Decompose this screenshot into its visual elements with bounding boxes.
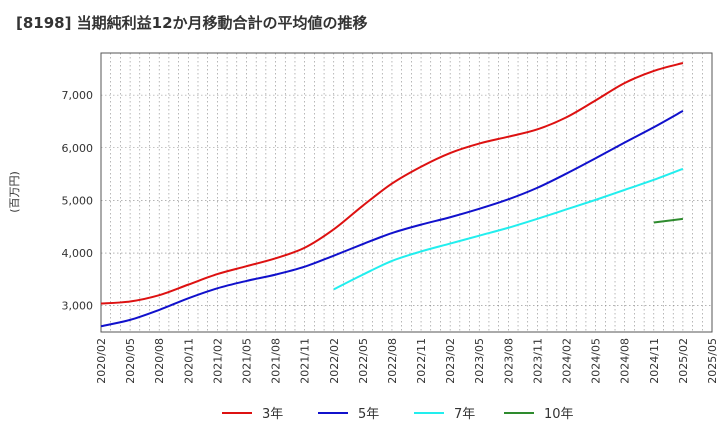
x-tick-label: 2023/05 — [473, 338, 486, 384]
x-tick-label: 2022/05 — [357, 338, 370, 384]
y-tick-label: 3,000 — [62, 300, 94, 313]
x-tick-label: 2022/11 — [415, 338, 428, 384]
chart-title: [8198] 当期純利益12か月移動合計の平均値の推移 — [16, 14, 368, 32]
y-tick-label: 4,000 — [62, 247, 94, 260]
legend-label: 3年 — [262, 407, 283, 422]
y-axis-ticks: 3,000 4,000 5,000 6,000 7,000 — [62, 89, 94, 313]
x-tick-label: 2020/11 — [182, 338, 195, 384]
legend-label: 10年 — [544, 407, 574, 422]
x-tick-label: 2024/08 — [619, 338, 632, 384]
x-tick-label: 2023/11 — [531, 338, 544, 384]
x-tick-label: 2023/02 — [444, 338, 457, 384]
x-tick-label: 2020/02 — [95, 338, 108, 384]
grid-lines — [100, 53, 713, 332]
y-tick-label: 6,000 — [62, 142, 94, 155]
y-tick-label: 7,000 — [62, 89, 94, 102]
series-line-4 — [653, 217, 684, 224]
x-tick-label: 2021/02 — [211, 338, 224, 384]
x-tick-label: 2024/02 — [561, 338, 574, 384]
x-tick-label: 2021/08 — [270, 338, 283, 384]
series-lines — [100, 62, 684, 328]
x-axis-ticks: 2020/02 2020/05 2020/08 2020/11 2021/02 2021/… — [95, 338, 719, 384]
x-tick-label: 2021/11 — [299, 338, 312, 384]
x-tick-label: 2024/11 — [648, 338, 661, 384]
x-tick-label: 2025/05 — [706, 338, 719, 384]
x-tick-label: 2020/05 — [124, 338, 137, 384]
legend: 3年 5年 7年 10年 — [222, 407, 574, 422]
x-tick-label: 2022/08 — [386, 338, 399, 384]
x-tick-label: 2020/08 — [153, 338, 166, 384]
x-tick-label: 2023/08 — [502, 338, 515, 384]
legend-label: 7年 — [454, 407, 475, 422]
series-line-2 — [100, 110, 684, 328]
series-line-1 — [100, 62, 684, 305]
series-line-3 — [333, 167, 684, 291]
x-tick-label: 2021/05 — [240, 338, 253, 384]
legend-label: 5年 — [358, 407, 379, 422]
x-tick-label: 2025/02 — [677, 338, 690, 384]
x-tick-label: 2022/02 — [328, 338, 341, 384]
plot-area-frame — [100, 52, 713, 333]
y-tick-label: 5,000 — [62, 194, 94, 207]
x-tick-label: 2024/05 — [590, 338, 603, 384]
y-axis-label: (百万円) — [8, 171, 21, 213]
